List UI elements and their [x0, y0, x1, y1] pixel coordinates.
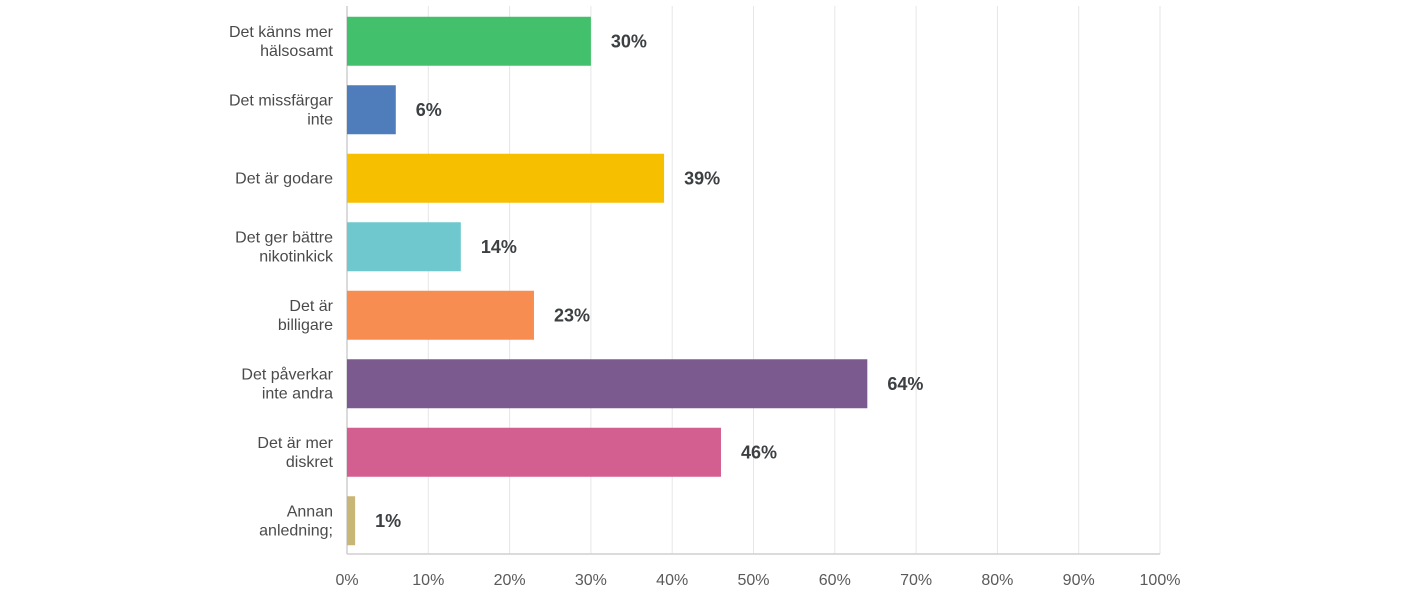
x-tick-label: 90%	[1063, 572, 1095, 589]
category-label-line: Det påverkar	[241, 365, 333, 383]
bar	[347, 153, 665, 203]
category-label: Det är billigare	[278, 298, 334, 334]
x-tick-label: 70%	[900, 572, 932, 589]
bar-value-label: 46%	[741, 442, 777, 462]
x-tick-label: 10%	[412, 572, 444, 589]
bar-value-label: 1%	[375, 511, 401, 531]
category-label-line: Det ger bättre	[235, 229, 333, 246]
category-label-line: Det är	[289, 298, 333, 315]
bar-value-label: 64%	[887, 374, 923, 394]
category-label: Det känns mer hälsosamt	[229, 24, 334, 60]
x-tick-label: 50%	[737, 572, 769, 589]
category-label-line: Det är mer	[257, 435, 333, 452]
tick-layer: 0% 10% 20% 30% 40% 50% 60% 70% 80% 90% 100%	[335, 572, 1180, 589]
category-label: Det påverkar inte andra	[241, 365, 333, 402]
x-tick-label: 40%	[656, 572, 688, 589]
category-label-line: nikotinkick	[259, 248, 334, 265]
label-layer: 30% Det känns mer hälsosamt 6% Det missfärga…	[229, 24, 923, 540]
category-label-line: anledning;	[259, 522, 333, 539]
category-label-line: inte	[307, 111, 333, 128]
category-label-line: Annan	[287, 503, 333, 520]
bar	[347, 359, 868, 409]
category-label: Det ger bättre nikotinkick	[235, 229, 334, 265]
bar	[347, 496, 356, 546]
bar-layer	[347, 16, 868, 546]
category-label-line: Det missfärgar	[229, 92, 334, 109]
bar-value-label: 14%	[481, 237, 517, 257]
x-tick-label: 60%	[819, 572, 851, 589]
bar	[347, 16, 591, 66]
bar	[347, 290, 534, 340]
bar-value-label: 23%	[554, 305, 590, 325]
category-label-line: diskret	[286, 454, 334, 471]
bar-value-label: 39%	[684, 168, 720, 188]
category-label-line: Det känns mer	[229, 24, 334, 41]
category-label-line: billigare	[278, 317, 333, 334]
category-label: Det missfärgar inte	[229, 92, 334, 128]
x-tick-label: 30%	[575, 572, 607, 589]
category-label: Det är godare	[235, 170, 333, 187]
category-label-line: Det är godare	[235, 170, 333, 187]
category-label-line: inte andra	[262, 385, 333, 402]
x-tick-label: 80%	[981, 572, 1013, 589]
bar	[347, 427, 721, 477]
bar	[347, 85, 396, 135]
category-label: Det är mer diskret	[257, 435, 333, 471]
category-label-line: hälsosamt	[260, 43, 333, 60]
bar-value-label: 30%	[611, 31, 647, 51]
bar	[347, 222, 461, 272]
x-tick-label: 0%	[335, 572, 358, 589]
x-tick-label: 20%	[494, 572, 526, 589]
bar-value-label: 6%	[416, 100, 442, 120]
category-label: Annan anledning;	[259, 503, 333, 539]
x-tick-label: 100%	[1140, 572, 1181, 589]
